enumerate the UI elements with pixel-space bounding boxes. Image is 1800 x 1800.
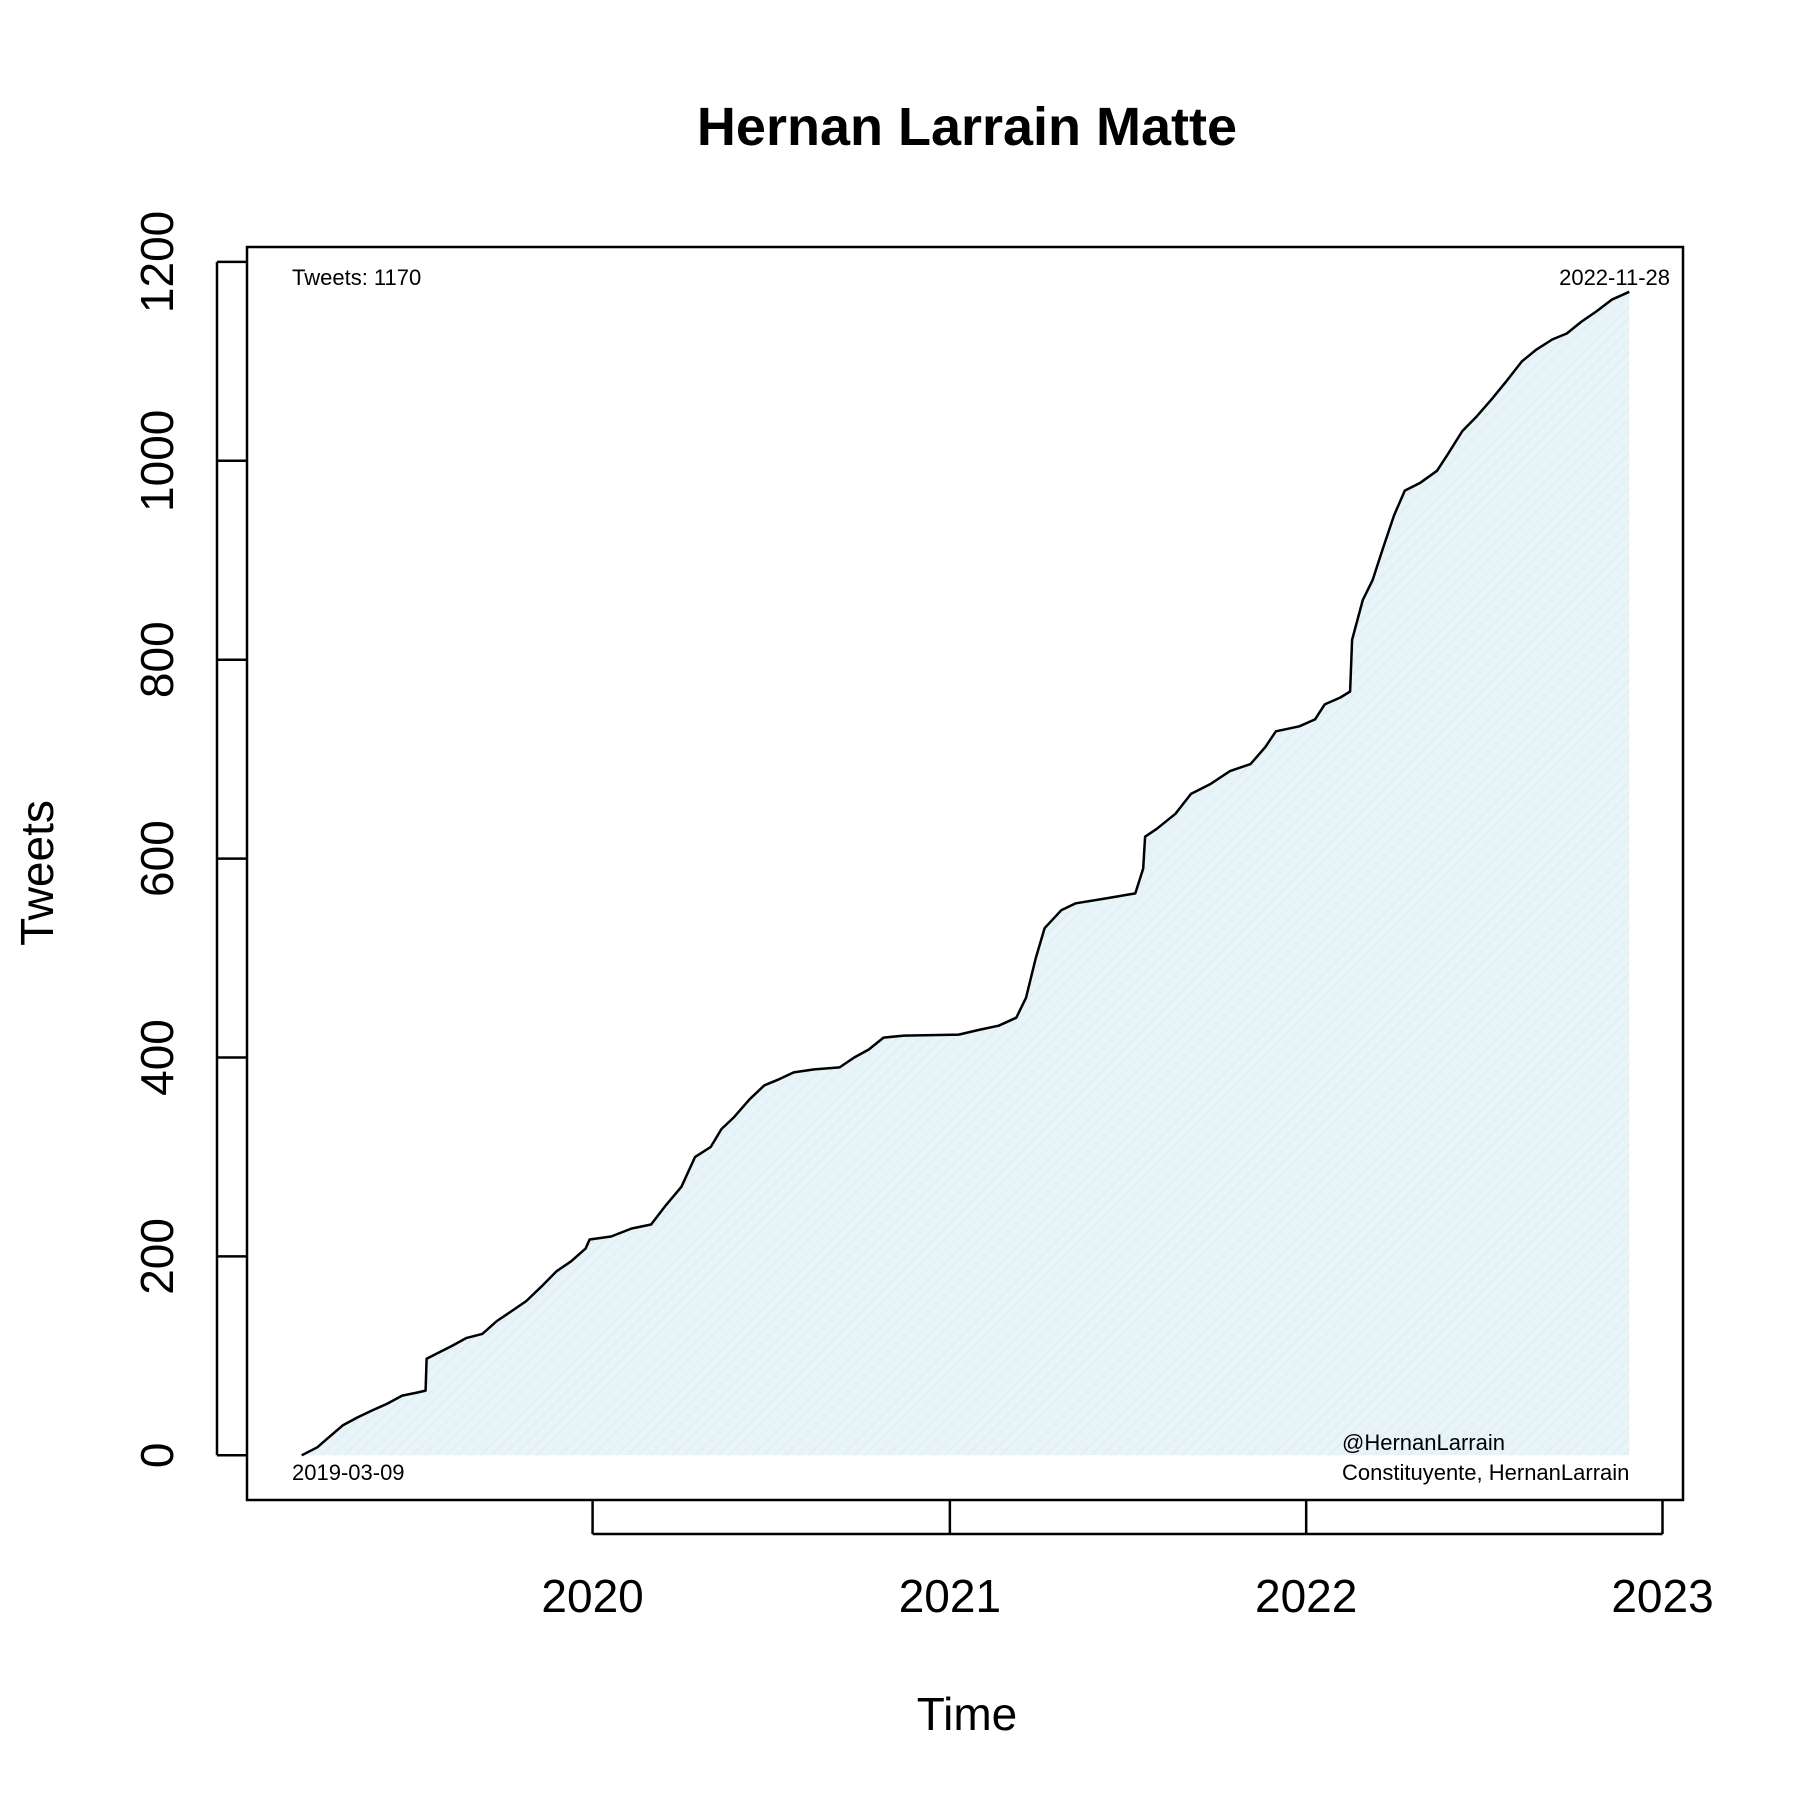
y-axis: 0 200 400 600 800 1000 1200 <box>131 211 247 1468</box>
x-tick-label: 2022 <box>1255 1570 1357 1622</box>
y-tick-label: 600 <box>131 820 183 897</box>
x-tick-label: 2021 <box>899 1570 1001 1622</box>
area-fill <box>301 291 1630 1456</box>
start-date-annotation: 2019-03-09 <box>292 1460 405 1485</box>
handle-annotation: @HernanLarrain <box>1342 1430 1505 1455</box>
x-axis: 2020 2021 2022 2023 <box>541 1500 1714 1622</box>
y-tick-label: 200 <box>131 1218 183 1295</box>
x-tick-label: 2020 <box>541 1570 643 1622</box>
end-date-annotation: 2022-11-28 <box>1559 265 1670 290</box>
y-tick-label: 1200 <box>131 211 183 313</box>
y-tick-label: 0 <box>131 1443 183 1469</box>
y-axis-label: Tweets <box>11 800 63 946</box>
chart-title: Hernan Larrain Matte <box>697 97 1237 157</box>
x-axis-label: Time <box>917 1688 1018 1740</box>
total-tweets-annotation: Tweets: 1170 <box>292 265 421 290</box>
plot-frame <box>245 245 1685 1502</box>
series-line <box>301 290 1630 1457</box>
y-tick-label: 800 <box>131 621 183 698</box>
plot-area <box>301 290 1630 1457</box>
x-tick-label: 2023 <box>1611 1570 1713 1622</box>
tags-annotation: Constituyente, HernanLarrain <box>1342 1460 1629 1485</box>
y-tick-label: 400 <box>131 1019 183 1096</box>
y-tick-label: 1000 <box>131 410 183 512</box>
